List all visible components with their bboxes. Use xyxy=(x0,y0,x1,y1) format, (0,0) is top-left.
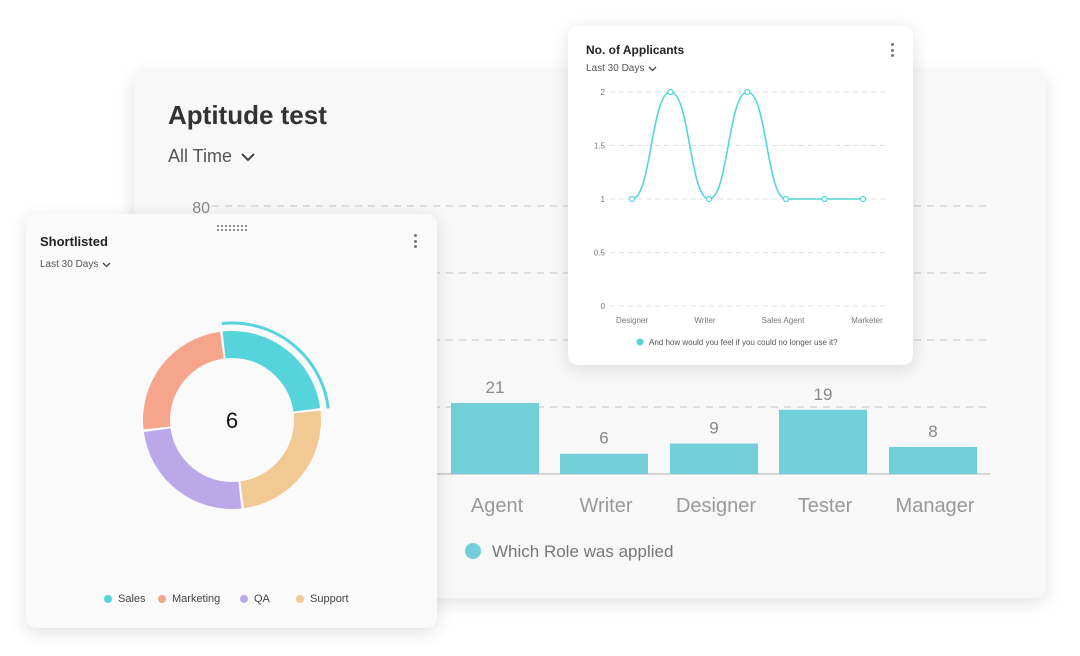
x-tick-label: Tester xyxy=(798,495,853,517)
legend-swatch xyxy=(636,338,644,346)
shortlisted-card: Shortlisted Last 30 Days 6 Sales Marketin… xyxy=(26,214,437,628)
legend-swatch xyxy=(240,595,248,603)
x-tick-label: Agent xyxy=(471,495,524,517)
donut-slice xyxy=(240,410,321,509)
legend-label: QA xyxy=(254,593,270,605)
shortlisted-donut-chart: 6 xyxy=(143,321,330,509)
bar-value-label: 9 xyxy=(709,419,718,438)
y-tick-label: 0.5 xyxy=(594,249,606,258)
applicants-range-label: Last 30 Days xyxy=(586,63,645,74)
y-tick-label: 0 xyxy=(601,302,606,311)
donut-center-value: 6 xyxy=(226,408,238,433)
chevron-down-icon xyxy=(102,262,111,267)
legend-item-qa[interactable]: QA xyxy=(240,593,270,605)
chevron-down-icon xyxy=(648,66,657,71)
legend-swatch xyxy=(158,595,166,603)
legend-item-support[interactable]: Support xyxy=(296,593,349,605)
bar-value-label: 21 xyxy=(486,378,505,397)
aptitude-range-dropdown[interactable]: All Time xyxy=(168,146,256,167)
legend-swatch xyxy=(465,543,481,559)
x-tick-label: Marketer xyxy=(851,316,883,325)
y-tick-label: 80 xyxy=(192,200,210,217)
x-tick-label: Manager xyxy=(896,495,975,517)
legend-swatch xyxy=(104,595,112,603)
applicants-title: No. of Applicants xyxy=(586,43,685,57)
applicants-line-chart: 0 0.5 1 1.5 2 Designer Writer Sales Agent Market… xyxy=(594,88,886,347)
legend-label: Marketing xyxy=(172,593,221,605)
legend-label: Support xyxy=(310,593,349,605)
data-point xyxy=(821,195,828,203)
drag-handle-icon[interactable] xyxy=(216,224,248,232)
data-point xyxy=(744,88,751,96)
legend-label: And how would you feel if you could no l… xyxy=(649,338,838,347)
x-tick-label: Designer xyxy=(676,495,756,517)
legend-item-sales[interactable]: Sales xyxy=(104,593,146,605)
bar xyxy=(560,453,648,474)
data-point xyxy=(705,195,713,203)
applicants-card: No. of Applicants Last 30 Days 0 0.5 1 1.5 2… xyxy=(568,26,913,365)
data-point xyxy=(667,88,674,96)
data-point xyxy=(859,195,867,203)
aptitude-range-label: All Time xyxy=(168,146,233,166)
aptitude-title: Aptitude test xyxy=(168,100,327,130)
donut-highlight-arc xyxy=(221,321,330,409)
donut-slice xyxy=(222,331,321,412)
bar-value-label: 8 xyxy=(928,422,937,441)
legend-label: Sales xyxy=(118,593,146,605)
donut-slice xyxy=(143,428,242,509)
shortlisted-menu-icon[interactable] xyxy=(412,234,418,248)
y-tick-label: 1.5 xyxy=(594,142,606,151)
chevron-down-icon xyxy=(241,152,255,161)
bar xyxy=(670,443,758,474)
x-tick-label: Writer xyxy=(694,316,716,325)
legend-label: Which Role was applied xyxy=(492,542,673,561)
data-point xyxy=(782,195,790,203)
x-tick-label: Writer xyxy=(580,495,633,517)
y-tick-label: 1 xyxy=(601,195,606,204)
x-tick-label: Sales Agent xyxy=(762,316,805,325)
bar xyxy=(889,446,977,474)
x-tick-label: Designer xyxy=(616,316,648,325)
applicants-range-dropdown[interactable]: Last 30 Days xyxy=(586,63,657,74)
shortlisted-range-label: Last 30 Days xyxy=(40,259,99,270)
donut-slice xyxy=(143,331,224,430)
bar xyxy=(779,409,867,474)
applicants-menu-icon[interactable] xyxy=(889,43,895,57)
aptitude-bar-chart: 80 21 Agent 6 Writer 9 Designer 19 Tester 8 Manage… xyxy=(192,200,990,561)
legend-swatch xyxy=(296,595,304,603)
data-point xyxy=(628,195,636,203)
bar-value-label: 6 xyxy=(599,429,608,448)
y-tick-label: 2 xyxy=(601,88,606,97)
shortlisted-title: Shortlisted xyxy=(40,234,108,249)
legend-item-marketing[interactable]: Marketing xyxy=(158,593,220,605)
shortlisted-range-dropdown[interactable]: Last 30 Days xyxy=(40,259,111,270)
bar xyxy=(451,403,539,474)
bar-value-label: 19 xyxy=(814,385,833,404)
